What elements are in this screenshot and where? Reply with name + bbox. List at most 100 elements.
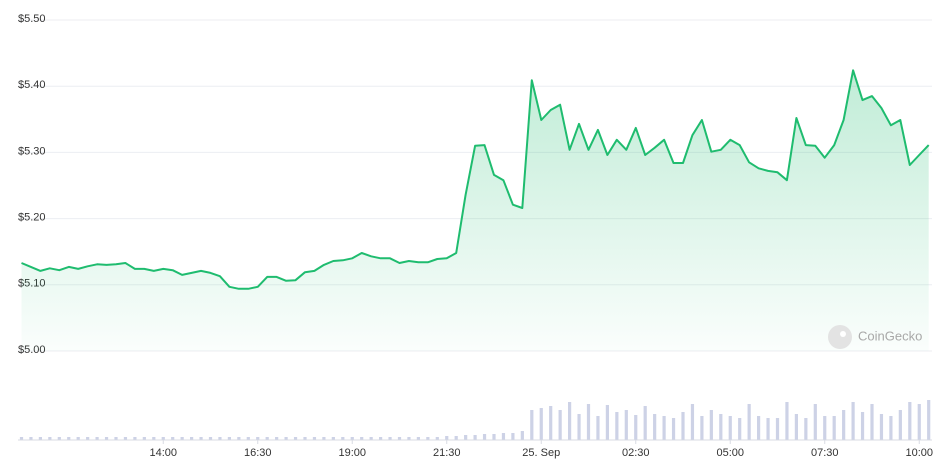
volume-bar bbox=[605, 405, 609, 440]
volume-bar bbox=[341, 437, 345, 440]
volume-bar bbox=[218, 437, 222, 440]
volume-bar bbox=[152, 437, 156, 440]
volume-bar bbox=[256, 437, 260, 440]
logo bbox=[828, 325, 852, 349]
volume-bar bbox=[671, 418, 676, 440]
volume-bar bbox=[823, 416, 827, 440]
volume-bar bbox=[379, 437, 383, 440]
x-tick-label: 21:30 bbox=[433, 447, 461, 459]
volume-bar bbox=[284, 437, 288, 440]
volume-bar bbox=[586, 404, 591, 440]
volume-bar bbox=[813, 404, 817, 440]
volume-bar bbox=[511, 433, 515, 440]
volume-bar bbox=[482, 434, 487, 440]
price-line bbox=[21, 69, 930, 290]
volume-bar bbox=[908, 402, 912, 440]
volume-bar bbox=[95, 437, 99, 440]
volume-bar bbox=[29, 437, 33, 440]
y-tick-label: $5.20 bbox=[18, 212, 46, 224]
volume-bar bbox=[709, 410, 713, 440]
volume-bar bbox=[927, 400, 931, 440]
volume-bar bbox=[369, 437, 373, 440]
volume-bar bbox=[237, 437, 241, 440]
y-tick-label: $5.50 bbox=[18, 13, 46, 25]
volume-bar bbox=[19, 437, 24, 440]
volume-bar bbox=[870, 404, 874, 440]
volume-bar bbox=[208, 437, 213, 440]
logo-eye bbox=[840, 331, 846, 337]
volume-bar bbox=[851, 402, 855, 440]
volume-bar bbox=[123, 437, 128, 440]
volume-bar bbox=[331, 437, 335, 440]
volume-bar bbox=[161, 437, 165, 440]
volume-bar bbox=[397, 437, 402, 440]
area bbox=[21, 70, 929, 352]
volume-bar bbox=[634, 415, 638, 440]
volume-bar bbox=[501, 433, 506, 440]
volume-bar bbox=[728, 416, 732, 440]
volume-bar bbox=[303, 437, 307, 440]
volume-bar bbox=[227, 437, 231, 440]
volume-bar bbox=[133, 437, 137, 440]
volume-bar bbox=[700, 416, 704, 440]
volume-bar bbox=[388, 437, 392, 440]
volume-bar bbox=[860, 412, 865, 440]
volume-bar bbox=[775, 418, 780, 440]
volume-bar bbox=[312, 437, 317, 440]
volume-bar bbox=[568, 402, 572, 440]
volume-bar bbox=[180, 437, 184, 440]
volume-bar bbox=[171, 437, 175, 440]
y-tick-label: $5.30 bbox=[18, 145, 46, 157]
volume-bar bbox=[719, 414, 723, 440]
volume-bar bbox=[643, 406, 647, 440]
volume-bar bbox=[104, 437, 109, 440]
volume-bar bbox=[416, 437, 420, 440]
volume-bar bbox=[142, 437, 146, 440]
volume-bar bbox=[879, 414, 884, 440]
volume-bar bbox=[464, 435, 468, 440]
volume-bar bbox=[293, 437, 298, 440]
volume-bar bbox=[898, 410, 902, 440]
volume-bar bbox=[350, 437, 354, 440]
volume-bar bbox=[842, 410, 846, 440]
volume-bar bbox=[889, 416, 893, 440]
volume-bar bbox=[520, 431, 524, 440]
volume-bar bbox=[445, 436, 449, 440]
x-tick-label: 02:30 bbox=[622, 447, 650, 459]
volume-bar bbox=[360, 437, 364, 440]
volume-bar bbox=[38, 437, 42, 440]
volume-bar bbox=[265, 437, 269, 440]
volume-bar bbox=[794, 414, 798, 440]
volume-bar bbox=[681, 412, 685, 440]
volume-bar bbox=[435, 437, 439, 440]
volume-bar bbox=[662, 416, 666, 440]
volume-bar bbox=[246, 437, 250, 440]
volume-bar bbox=[917, 404, 921, 440]
volume-bar bbox=[199, 437, 203, 440]
volume-bar bbox=[785, 402, 789, 440]
volume-bar bbox=[624, 410, 628, 440]
volume-bar bbox=[577, 414, 581, 440]
volume-bar bbox=[275, 437, 279, 440]
volume-bar bbox=[539, 408, 543, 440]
watermark: CoinGecko bbox=[828, 325, 922, 349]
volume-bar bbox=[190, 437, 194, 440]
volume-bar bbox=[454, 436, 458, 440]
volume-bar bbox=[473, 435, 477, 440]
volume-bar bbox=[67, 437, 71, 440]
volume-bar bbox=[86, 437, 90, 440]
volume-bar bbox=[57, 437, 61, 440]
x-tick-label: 05:00 bbox=[716, 447, 744, 459]
watermark-text: CoinGecko bbox=[858, 328, 922, 343]
volume-bar bbox=[492, 434, 496, 440]
volume-bar bbox=[48, 437, 52, 440]
volume-bar bbox=[549, 406, 553, 440]
volume-bar bbox=[653, 414, 657, 440]
volume-bar bbox=[76, 437, 80, 440]
volume-bar bbox=[690, 404, 695, 440]
x-tick-label: 14:00 bbox=[149, 447, 177, 459]
volume-bar bbox=[615, 412, 619, 440]
x-tick-label: 19:00 bbox=[338, 447, 366, 459]
volume-bar bbox=[747, 404, 751, 440]
